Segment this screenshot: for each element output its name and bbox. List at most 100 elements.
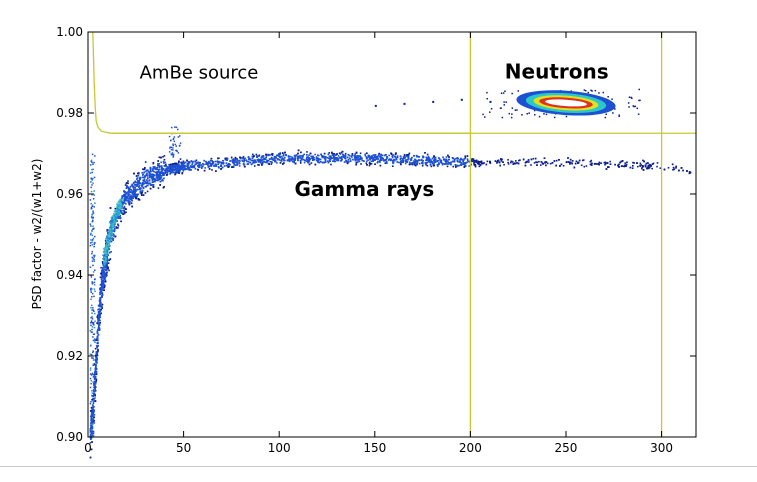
- gamma-point: [184, 161, 187, 164]
- gamma-point: [251, 155, 254, 158]
- gamma-point: [566, 161, 568, 163]
- gamma-point: [351, 154, 354, 156]
- gamma-point: [123, 201, 125, 204]
- gamma-point: [132, 191, 134, 194]
- gamma-point: [214, 160, 217, 163]
- gamma-point: [414, 164, 417, 167]
- gamma-point: [340, 160, 342, 162]
- gamma-point: [426, 153, 429, 156]
- gamma-point: [95, 355, 98, 358]
- gamma-point: [606, 162, 609, 164]
- gamma-point: [678, 169, 680, 172]
- gamma-point: [294, 155, 296, 158]
- gamma-point: [369, 156, 371, 158]
- gamma-point: [136, 188, 138, 191]
- gamma-point: [425, 159, 427, 162]
- gamma-point: [161, 172, 164, 175]
- gamma-point: [154, 171, 157, 174]
- gamma-point: [590, 164, 593, 166]
- gamma-point: [422, 155, 424, 158]
- gamma-point: [396, 156, 399, 159]
- gamma-core-point: [114, 223, 116, 226]
- gamma-point: [379, 161, 381, 163]
- gamma-point: [92, 402, 95, 405]
- gamma-point: [500, 160, 503, 162]
- gamma-point: [176, 165, 179, 168]
- gamma-point: [89, 434, 92, 436]
- gamma-point: [297, 152, 299, 155]
- gamma-point: [101, 271, 104, 274]
- gamma-point: [294, 157, 297, 160]
- gamma-point: [92, 418, 94, 420]
- gamma-point: [105, 273, 107, 275]
- gamma-point: [139, 190, 142, 192]
- gamma-point: [137, 181, 140, 184]
- gamma-point: [465, 161, 467, 164]
- gamma-point: [124, 199, 126, 201]
- gamma-point: [466, 155, 469, 157]
- gamma-point: [92, 421, 95, 423]
- gamma-point: [356, 158, 359, 161]
- gamma-point: [386, 156, 388, 158]
- gamma-point: [106, 230, 108, 232]
- gamma-point: [162, 172, 165, 174]
- gamma-point: [131, 205, 133, 208]
- gamma-point: [315, 156, 318, 158]
- gamma-point: [288, 160, 291, 163]
- gamma-point: [125, 182, 128, 185]
- gamma-point: [223, 165, 226, 167]
- gamma-point: [475, 159, 478, 162]
- gamma-point: [170, 169, 172, 172]
- gamma-point: [89, 437, 92, 439]
- gamma-point: [206, 163, 208, 165]
- gamma-point: [321, 161, 324, 164]
- gamma-point: [146, 169, 148, 172]
- gamma-point: [181, 163, 183, 166]
- gamma-point: [142, 174, 144, 176]
- gamma-point: [118, 215, 121, 218]
- gamma-point: [291, 157, 294, 159]
- gamma-point: [276, 154, 278, 157]
- gamma-point: [589, 160, 592, 163]
- gamma-point: [625, 163, 628, 166]
- gamma-point: [379, 156, 382, 159]
- gamma-point: [102, 283, 105, 285]
- gamma-point: [253, 165, 256, 167]
- gamma-point: [242, 160, 244, 162]
- gamma-point: [102, 267, 104, 269]
- gamma-point: [273, 155, 276, 158]
- gamma-point: [392, 154, 394, 157]
- gamma-point: [388, 154, 390, 157]
- gamma-point: [437, 159, 440, 162]
- gamma-point: [94, 375, 97, 378]
- gamma-point: [208, 168, 211, 170]
- gamma-point: [104, 266, 107, 269]
- gamma-point: [139, 177, 142, 179]
- gamma-point: [123, 195, 126, 198]
- gamma-core-point: [105, 257, 107, 260]
- gamma-point: [569, 158, 572, 161]
- gamma-point: [607, 166, 609, 168]
- gamma-point: [96, 361, 98, 364]
- gamma-point: [403, 157, 405, 160]
- gamma-point: [135, 184, 138, 186]
- gamma-point: [412, 160, 415, 162]
- gamma-point: [200, 164, 203, 166]
- gamma-point: [94, 372, 97, 375]
- gamma-point: [98, 326, 100, 329]
- gamma-point: [144, 192, 147, 194]
- gamma-point: [129, 194, 131, 196]
- gamma-core-point: [112, 230, 114, 232]
- gamma-point: [345, 159, 347, 162]
- gamma-point: [220, 161, 222, 163]
- gamma-point: [171, 167, 174, 170]
- gamma-point: [298, 155, 301, 157]
- gamma-point: [192, 165, 195, 167]
- gamma-point: [347, 159, 350, 161]
- gamma-point: [456, 165, 459, 167]
- gamma-point: [147, 177, 149, 179]
- gamma-point: [462, 162, 465, 165]
- gamma-point: [103, 271, 106, 274]
- gamma-point: [408, 163, 411, 166]
- gamma-point: [281, 158, 283, 161]
